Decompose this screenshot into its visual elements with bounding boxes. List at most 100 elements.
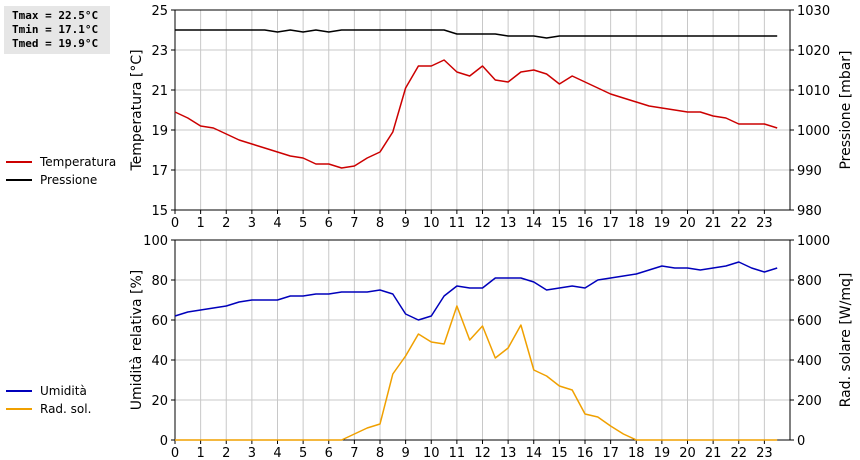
plot-frame <box>174 9 791 211</box>
y-tick-label: 19 <box>151 124 168 139</box>
x-tick-label: 2 <box>222 216 230 231</box>
y-right-tick-label: 1000 <box>797 124 830 139</box>
x-tick-label: 0 <box>171 216 179 231</box>
y-tick-label: 0 <box>160 434 168 449</box>
x-tick-label: 13 <box>500 446 517 460</box>
x-tick-label: 17 <box>602 216 619 231</box>
x-tick-label: 14 <box>525 216 542 231</box>
series-line-temperatura <box>174 59 778 169</box>
x-tick-label: 20 <box>679 446 696 460</box>
x-tick-label: 13 <box>500 216 517 231</box>
x-tick-label: 4 <box>273 446 281 460</box>
x-tick-label: 11 <box>449 446 466 460</box>
x-tick-label: 12 <box>474 446 491 460</box>
y-axis-label-right: Rad. solare [W/mq] <box>838 273 854 408</box>
x-tick-label: 16 <box>577 216 594 231</box>
x-tick-label: 21 <box>705 216 722 231</box>
y-tick-label: 23 <box>151 44 168 59</box>
x-tick-label: 7 <box>350 216 358 231</box>
y-axis-label-right: Pressione [mbar] <box>838 50 854 169</box>
x-tick-label: 5 <box>299 216 307 231</box>
legend-item-temperatura: Temperatura <box>6 153 116 171</box>
legend-swatch-temperatura <box>6 161 32 163</box>
y-tick-label: 40 <box>151 354 168 369</box>
series-line-pressione <box>175 29 778 39</box>
legend-label-umidita: Umidità <box>40 384 87 398</box>
legend-item-radiazione: Rad. sol. <box>6 400 91 418</box>
x-tick-label: 12 <box>474 216 491 231</box>
plot-frame <box>174 239 791 441</box>
x-tick-label: 21 <box>705 446 722 460</box>
series-line-umidita <box>174 261 778 321</box>
x-tick-label: 3 <box>248 446 256 460</box>
x-tick-label: 2 <box>222 446 230 460</box>
legend-label-temperatura: Temperatura <box>40 155 117 169</box>
x-tick-label: 23 <box>756 216 773 231</box>
tmed-label: Tmed = 19.9°C <box>12 37 99 50</box>
x-tick-label: 15 <box>551 216 568 231</box>
x-tick-label: 18 <box>628 446 645 460</box>
x-tick-label: 19 <box>654 446 671 460</box>
x-tick-label: 8 <box>376 446 384 460</box>
y-right-tick-label: 200 <box>797 394 822 409</box>
y-right-tick-label: 980 <box>797 204 822 219</box>
y-right-tick-label: 1000 <box>797 234 830 249</box>
x-tick-label: 22 <box>730 216 747 231</box>
x-tick-label: 9 <box>401 446 409 460</box>
y-tick-label: 21 <box>151 84 168 99</box>
legend-swatch-umidita <box>6 390 32 392</box>
y-axis-label: Umidità relativa [%] <box>129 270 145 411</box>
x-tick-label: 18 <box>628 216 645 231</box>
x-tick-label: 15 <box>551 446 568 460</box>
x-tick-label: 6 <box>325 446 333 460</box>
y-axis-label: Temperatura [°C] <box>129 49 145 171</box>
y-right-tick-label: 400 <box>797 354 822 369</box>
y-right-tick-label: 990 <box>797 164 822 179</box>
stats-box: Tmax = 22.5°C Tmin = 17.1°C Tmed = 19.9°… <box>4 6 110 54</box>
x-tick-label: 10 <box>423 446 440 460</box>
x-tick-label: 1 <box>196 216 204 231</box>
y-tick-label: 25 <box>151 4 168 19</box>
x-tick-label: 5 <box>299 446 307 460</box>
x-tick-label: 20 <box>679 216 696 231</box>
legend-top: Temperatura Pressione <box>6 153 116 189</box>
x-tick-label: 6 <box>325 216 333 231</box>
legend-item-pressione: Pressione <box>6 171 116 189</box>
x-tick-label: 10 <box>423 216 440 231</box>
y-tick-label: 80 <box>151 274 168 289</box>
x-tick-label: 14 <box>525 446 542 460</box>
x-tick-label: 4 <box>273 216 281 231</box>
tmax-label: Tmax = 22.5°C <box>12 9 99 22</box>
y-tick-label: 100 <box>143 234 168 249</box>
x-tick-label: 3 <box>248 216 256 231</box>
tmin-label: Tmin = 17.1°C <box>12 23 99 36</box>
x-tick-label: 22 <box>730 446 747 460</box>
y-right-tick-label: 800 <box>797 274 822 289</box>
y-right-tick-label: 0 <box>797 434 805 449</box>
x-tick-label: 8 <box>376 216 384 231</box>
x-tick-label: 17 <box>602 446 619 460</box>
x-tick-label: 7 <box>350 446 358 460</box>
legend-bottom: Umidità Rad. sol. <box>6 382 91 418</box>
y-tick-label: 17 <box>151 164 168 179</box>
y-right-tick-label: 1020 <box>797 44 830 59</box>
x-tick-label: 11 <box>449 216 466 231</box>
x-tick-label: 0 <box>171 446 179 460</box>
x-tick-label: 23 <box>756 446 773 460</box>
legend-swatch-pressione <box>6 179 32 181</box>
x-tick-label: 9 <box>401 216 409 231</box>
y-tick-label: 60 <box>151 314 168 329</box>
legend-label-radiazione: Rad. sol. <box>40 402 92 416</box>
y-right-tick-label: 600 <box>797 314 822 329</box>
legend-item-umidita: Umidità <box>6 382 91 400</box>
x-tick-label: 1 <box>196 446 204 460</box>
y-right-tick-label: 1030 <box>797 4 830 19</box>
legend-swatch-radiazione <box>6 408 32 410</box>
y-tick-label: 20 <box>151 394 168 409</box>
y-tick-label: 15 <box>151 204 168 219</box>
x-tick-label: 16 <box>577 446 594 460</box>
x-tick-label: 19 <box>654 216 671 231</box>
